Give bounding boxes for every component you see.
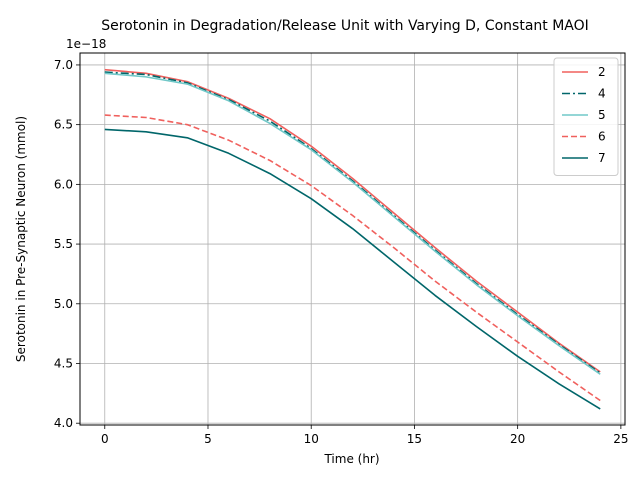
series-lines — [104, 68, 601, 410]
legend: 2 4 5 6 7 — [553, 57, 619, 176]
plot-frame — [79, 52, 626, 426]
series-line-5 — [104, 72, 601, 375]
axis-ticks: 0 5 10 15 20 254.04.55.05.56.06.57.0 — [54, 58, 629, 446]
x-tick-label: 25 — [613, 432, 628, 446]
legend-label: 6 — [598, 130, 606, 144]
y-tick-label: 6.5 — [54, 118, 73, 132]
x-tick-label: 10 — [304, 432, 319, 446]
legend-box — [553, 57, 619, 176]
y-tick-label: 4.0 — [54, 416, 73, 430]
chart-title: Serotonin in Degradation/Release Unit wi… — [101, 18, 589, 34]
y-offset-label: 1e−18 — [66, 37, 106, 51]
series-line-6 — [104, 114, 601, 402]
x-tick-label: 15 — [407, 432, 422, 446]
y-tick-label: 5.5 — [54, 237, 73, 251]
legend-label: 2 — [598, 65, 606, 79]
x-tick-label: 5 — [204, 432, 212, 446]
legend-label: 5 — [598, 108, 606, 122]
x-tick-label: 0 — [101, 432, 109, 446]
grid — [80, 53, 625, 425]
legend-label: 4 — [598, 87, 606, 101]
y-tick-label: 7.0 — [54, 58, 73, 72]
legend-label: 7 — [598, 151, 606, 165]
x-axis-label: Time (hr) — [323, 452, 379, 466]
series-line-4 — [104, 71, 601, 374]
y-tick-label: 4.5 — [54, 356, 73, 370]
y-tick-label: 6.0 — [54, 177, 73, 191]
series-line-2 — [104, 68, 601, 373]
y-axis-label: Serotonin in Pre-Synaptic Neuron (mmol) — [14, 116, 28, 362]
x-tick-label: 20 — [510, 432, 525, 446]
y-tick-label: 5.0 — [54, 297, 73, 311]
series-line-7 — [104, 128, 601, 410]
